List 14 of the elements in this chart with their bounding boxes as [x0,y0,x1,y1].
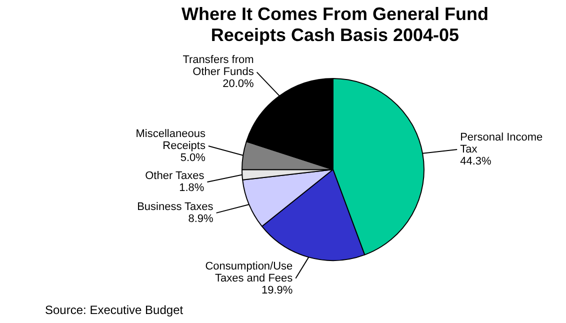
source-note: Source: Executive Budget [45,303,184,317]
slice-label: Consumption/Use Taxes and Fees [205,260,294,284]
data-label: 20.0% [222,78,254,90]
slice-label: Personal Income Tax [460,132,543,156]
data-label: 44.3% [460,156,492,168]
slice-label: Miscellaneous Receipts [136,128,206,152]
slice-label: Business Taxes [137,200,214,213]
data-label: 1.8% [179,182,204,194]
slice-label: Transfers from Other Funds [182,54,254,78]
data-label: 8.9% [188,212,214,225]
slice-label: Other Taxes [145,170,205,182]
chart-title: Where It Comes From General Fund Receipts Cash Basis 2004-05 [180,4,490,46]
data-label: 19.9% [261,284,293,296]
data-label: 5.0% [180,152,206,164]
